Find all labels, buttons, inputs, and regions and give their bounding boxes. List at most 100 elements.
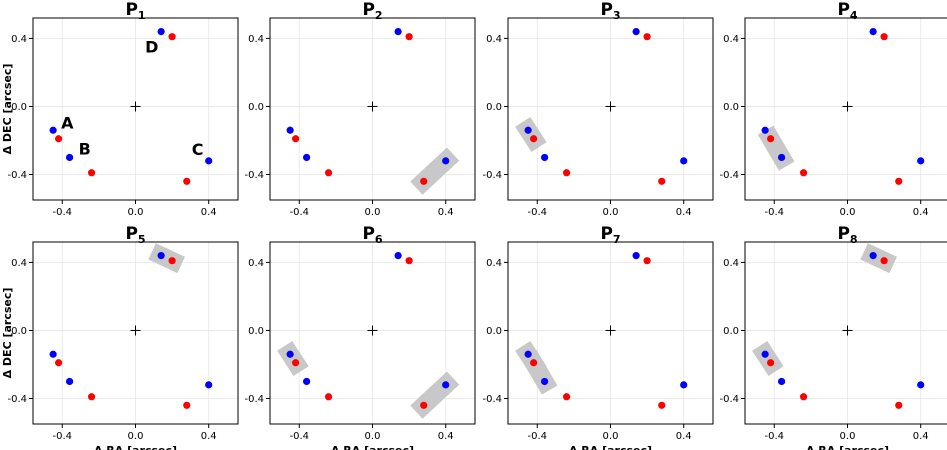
highlight-box	[410, 147, 460, 195]
highlight-box	[520, 349, 558, 395]
point-b-red	[324, 393, 333, 401]
panel-title: P1	[125, 0, 145, 22]
point-c-blue	[205, 157, 213, 165]
point-d-red	[405, 33, 413, 41]
highlight-box	[752, 340, 784, 377]
point-c-red	[183, 177, 191, 185]
y-tick-label: 0.0	[723, 326, 739, 337]
y-tick-label: 0.0	[486, 326, 502, 337]
point-a-blue	[286, 350, 294, 358]
y-tick-label: 0.4	[723, 258, 739, 269]
point-b-red	[799, 393, 808, 401]
point-a-red	[55, 359, 63, 367]
panel-title-letter: P	[125, 0, 137, 20]
point-a-red	[530, 359, 538, 367]
point-d-red	[643, 257, 651, 265]
point-b-blue	[66, 377, 74, 386]
highlight-box	[410, 371, 460, 419]
panel-title-subscript: 1	[138, 9, 146, 22]
y-tick-label: -0.4	[482, 170, 502, 181]
point-a-blue	[524, 350, 532, 358]
point-d-red	[405, 257, 413, 265]
x-tick-label: 0.4	[913, 207, 929, 218]
panel-frame	[744, 241, 947, 425]
panel-title-subscript: 4	[850, 9, 858, 22]
panel-title-letter: P	[600, 224, 612, 244]
point-d-red	[880, 33, 888, 41]
y-tick-label: 0.4	[248, 34, 264, 45]
point-c-red	[420, 177, 428, 185]
point-a-red	[767, 359, 775, 367]
point-c-red	[658, 177, 666, 185]
panel-title-letter: P	[362, 0, 374, 20]
x-tick-label: 0.0	[365, 207, 381, 218]
x-tick-label: 0.0	[840, 207, 856, 218]
x-tick-label: -0.4	[290, 431, 310, 442]
point-d-red	[880, 257, 888, 265]
point-a-blue	[524, 126, 532, 134]
point-c-blue	[917, 381, 925, 389]
panel-title: P4	[837, 0, 857, 22]
y-tick-label: 0.4	[486, 34, 502, 45]
x-tick-label: -0.4	[53, 431, 73, 442]
point-c-blue	[205, 381, 213, 389]
point-b-blue	[66, 153, 74, 162]
x-tick-label: 0.0	[128, 207, 144, 218]
point-b-red	[324, 169, 333, 177]
point-c-red	[895, 401, 903, 409]
point-c-blue	[680, 381, 688, 389]
panel-title: P7	[600, 224, 620, 246]
x-tick-label: 0.0	[603, 207, 619, 218]
y-tick-label: -0.4	[482, 394, 502, 405]
y-axis-label: Δ DEC [arcsec]	[1, 64, 14, 155]
x-axis-label: Δ RA [arcsec]	[331, 444, 414, 450]
label-b: B	[79, 139, 91, 158]
point-a-blue	[761, 126, 769, 134]
label-a: A	[61, 113, 74, 132]
panel-8: -0.4 0.0 0.4 0.4 0.0 -0.4 P8 Δ RA [arcsec]	[719, 224, 947, 450]
panel-title: P3	[600, 0, 620, 22]
highlight-box	[757, 125, 795, 171]
x-axis-label: Δ RA [arcsec]	[94, 444, 177, 450]
y-axis-label: Δ DEC [arcsec]	[1, 288, 14, 379]
y-tick-label: -0.4	[244, 170, 264, 181]
highlight-box	[515, 116, 547, 153]
panel-3: -0.4 0.0 0.4 0.4 0.0 -0.4 P3	[482, 0, 714, 218]
point-d-blue	[869, 28, 877, 36]
point-d-blue	[632, 28, 640, 36]
point-a-blue	[286, 126, 294, 134]
label-d: D	[145, 38, 158, 57]
point-a-red	[55, 135, 63, 143]
point-c-red	[183, 401, 191, 409]
x-tick-label: -0.4	[290, 207, 310, 218]
panel-title-letter: P	[125, 224, 137, 244]
panel-5: -0.4 0.0 0.4 0.4 0.0 -0.4 P5 Δ DEC [arcsec] Δ RA…	[1, 224, 239, 450]
x-tick-label: -0.4	[765, 431, 785, 442]
y-tick-label: 0.4	[11, 258, 27, 269]
point-b-red	[562, 169, 571, 177]
point-d-blue	[157, 28, 165, 36]
y-tick-label: -0.4	[7, 170, 27, 181]
y-tick-label: -0.4	[244, 394, 264, 405]
x-tick-label: 0.4	[201, 207, 217, 218]
highlight-box	[277, 340, 309, 377]
x-tick-label: 0.4	[676, 207, 692, 218]
point-b-red	[87, 169, 96, 177]
point-b-red	[87, 393, 96, 401]
y-tick-label: -0.4	[719, 394, 739, 405]
x-tick-label: 0.4	[676, 431, 692, 442]
panel-title: P6	[362, 224, 382, 246]
point-b-blue	[303, 153, 311, 162]
point-c-blue	[917, 157, 925, 165]
point-c-red	[420, 401, 428, 409]
highlight-box	[148, 243, 185, 274]
panel-title-letter: P	[837, 224, 849, 244]
point-d-blue	[632, 252, 640, 260]
x-tick-label: -0.4	[528, 207, 548, 218]
y-tick-label: 0.0	[11, 102, 27, 113]
panel-title-subscript: 7	[613, 233, 621, 246]
panel-title: P5	[125, 224, 145, 246]
panel-title-subscript: 8	[850, 233, 858, 246]
point-a-red	[292, 135, 300, 143]
panel-title-letter: P	[600, 0, 612, 20]
